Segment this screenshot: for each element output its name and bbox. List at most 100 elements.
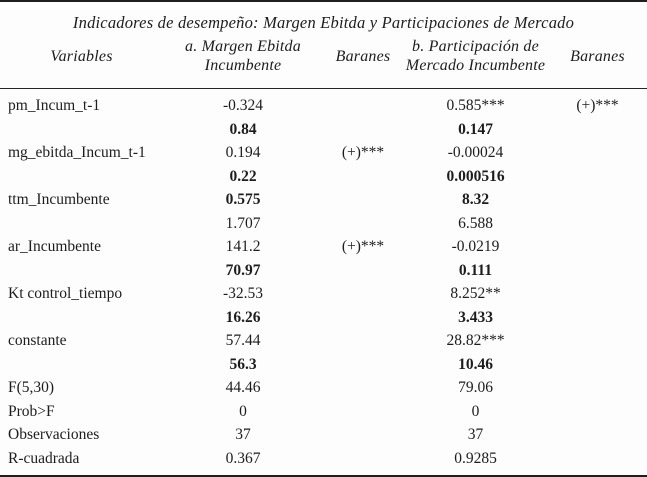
value-cell: [548, 306, 647, 330]
variable-name-cell: [0, 353, 163, 377]
table-row: mg_ebitda_Incum_t-1 0.194 (+)*** -0.00024: [0, 141, 647, 165]
table-row: constante 57.44 28.82***: [0, 329, 647, 353]
value-cell: [548, 376, 647, 400]
table-row: 0.22 0.000516: [0, 165, 647, 189]
variable-name-cell: pm_Incum_t-1: [8, 97, 101, 114]
value-cell: [323, 376, 403, 400]
value-cell: [323, 306, 403, 330]
table-row: ar_Incumbente 141.2 (+)*** -0.0219: [0, 235, 647, 259]
table-row: 1.707 6.588: [0, 212, 647, 236]
regression-results-table: Variables a. Margen Ebitda Incumbente Ba…: [0, 33, 647, 470]
value-cell: [548, 282, 647, 306]
variable-name-cell: [0, 306, 163, 330]
value-cell: 37: [235, 426, 251, 443]
value-cell: 0: [471, 402, 480, 420]
value-cell: -0.0219: [451, 238, 500, 255]
value-cell: 0.000516: [446, 167, 505, 185]
table-header: Variables a. Margen Ebitda Incumbente Ba…: [0, 33, 647, 89]
column-header-baranes-a: Baranes: [323, 33, 403, 89]
variable-name-cell: [0, 212, 163, 236]
value-cell: 0.575: [225, 191, 261, 208]
value-cell: 6.588: [458, 214, 493, 232]
value-cell: -0.00024: [447, 144, 504, 161]
column-header-variables: Variables: [0, 33, 163, 89]
variable-name-cell: F(5,30): [8, 379, 55, 396]
value-cell: [323, 329, 403, 353]
value-cell: 1.707: [225, 214, 261, 232]
table-row: pm_Incum_t-1 -0.324 0.585*** (+)***: [0, 89, 647, 118]
value-cell: [548, 259, 647, 283]
value-cell: [548, 400, 647, 424]
variable-name-cell: ar_Incumbente: [8, 238, 101, 255]
value-cell: (+)***: [576, 97, 619, 114]
value-cell: 37: [467, 426, 484, 443]
value-cell: 57.44: [225, 332, 261, 349]
value-cell: 0.367: [225, 449, 261, 467]
value-cell: 10.46: [458, 355, 493, 373]
value-cell: [323, 447, 403, 471]
value-cell: [323, 89, 403, 118]
value-cell: (+)***: [341, 144, 385, 161]
value-cell: 0.147: [458, 120, 493, 138]
variable-name-cell: [0, 118, 163, 142]
variable-name-cell: ttm_Incumbente: [8, 191, 110, 208]
variable-name-cell: Observaciones: [8, 426, 100, 443]
table-row: F(5,30) 44.46 79.06: [0, 376, 647, 400]
value-cell: [548, 423, 647, 447]
value-cell: 28.82***: [446, 332, 505, 349]
header-row: Variables a. Margen Ebitda Incumbente Ba…: [0, 33, 647, 89]
value-cell: 44.46: [225, 379, 261, 396]
value-cell: [323, 212, 403, 236]
table-body: pm_Incum_t-1 -0.324 0.585*** (+)*** 0.84 0.14…: [0, 89, 647, 471]
variable-name-cell: constante: [8, 332, 67, 349]
value-cell: (+)***: [341, 238, 385, 255]
value-cell: [548, 165, 647, 189]
value-cell: 56.3: [229, 355, 257, 373]
table-row: 56.3 10.46: [0, 353, 647, 377]
value-cell: 141.2: [225, 238, 261, 255]
value-cell: 70.97: [225, 261, 261, 279]
value-cell: -32.53: [222, 285, 264, 302]
value-cell: [323, 423, 403, 447]
value-cell: 3.433: [458, 308, 493, 326]
value-cell: [548, 118, 647, 142]
table-row: Kt control_tiempo -32.53 8.252**: [0, 282, 647, 306]
variable-name-cell: mg_ebitda_Incum_t-1: [8, 144, 146, 161]
table-row: 70.97 0.111: [0, 259, 647, 283]
value-cell: 16.26: [225, 308, 261, 326]
table-row: Observaciones 37 37: [0, 423, 647, 447]
variable-name-cell: R-cuadrada: [8, 449, 80, 467]
value-cell: 0: [239, 402, 247, 420]
value-cell: [323, 400, 403, 424]
variable-name-cell: [0, 165, 163, 189]
value-cell: 0.111: [458, 261, 493, 279]
value-cell: [548, 235, 647, 259]
value-cell: 0.22: [229, 167, 257, 185]
value-cell: [323, 282, 403, 306]
value-cell: 0.585***: [446, 97, 505, 114]
value-cell: 0.9285: [454, 449, 497, 467]
value-cell: [548, 212, 647, 236]
table-row: Prob>F 0 0: [0, 400, 647, 424]
value-cell: [323, 118, 403, 142]
value-cell: 8.32: [461, 191, 490, 208]
value-cell: [548, 329, 647, 353]
value-cell: 8.252**: [450, 285, 501, 302]
column-header-participacion-mercado-incumbente: b. Participación de Mercado Incumbente: [403, 33, 548, 89]
value-cell: [323, 188, 403, 212]
table-row: R-cuadrada 0.367 0.9285: [0, 447, 647, 471]
value-cell: [323, 353, 403, 377]
table-row: 16.26 3.433: [0, 306, 647, 330]
value-cell: [323, 259, 403, 283]
table-row: 0.84 0.147: [0, 118, 647, 142]
value-cell: 0.84: [229, 120, 257, 138]
value-cell: [548, 188, 647, 212]
table-row: ttm_Incumbente 0.575 8.32: [0, 188, 647, 212]
value-cell: 0.194: [225, 144, 261, 161]
value-cell: -0.324: [222, 97, 264, 114]
variable-name-cell: [0, 259, 163, 283]
variable-name-cell: Prob>F: [8, 402, 55, 420]
table-title: Indicadores de desempeño: Margen Ebitda …: [72, 13, 575, 32]
value-cell: [548, 141, 647, 165]
